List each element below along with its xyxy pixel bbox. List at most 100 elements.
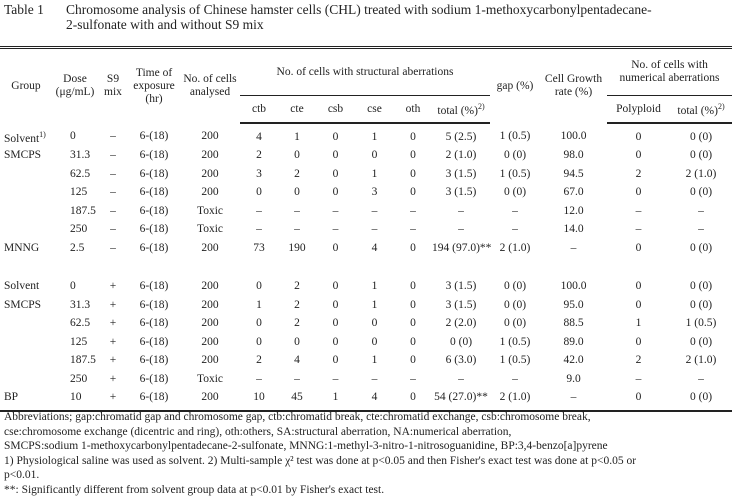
- cell-total: –: [432, 202, 490, 221]
- cell-csb-value: 1: [333, 391, 339, 403]
- cell-dose-value: 2.5: [70, 242, 84, 254]
- cell-oth: 0: [394, 239, 432, 258]
- cell-time: 6-(18): [128, 278, 180, 297]
- cell-ctb-value: 0: [256, 336, 262, 348]
- cell-cells-value: 200: [201, 391, 218, 403]
- cell-group: [0, 221, 52, 240]
- header-polyploid: Polyploid: [607, 96, 670, 124]
- cell-cte-value: –: [294, 373, 300, 385]
- cell-group: [0, 202, 52, 221]
- cell-growth: 98.0: [540, 147, 607, 166]
- cell-csb-value: 0: [333, 131, 339, 143]
- header-structural: No. of cells with structural aberrations: [240, 48, 490, 96]
- footnote-ref: 2): [478, 102, 485, 111]
- cell-ntotal: 0 (0): [670, 239, 732, 258]
- cell-poly-value: 2: [636, 168, 642, 180]
- cell-poly: 1: [607, 315, 670, 334]
- cell-cse-value: 1: [372, 131, 378, 143]
- cell-s9: –: [98, 184, 128, 203]
- cell-dose: 31.3: [52, 147, 98, 166]
- cell-total-value: 0 (0): [450, 336, 472, 348]
- cell-gap: –: [490, 370, 540, 389]
- header-ntotal: total (%)2): [670, 96, 732, 124]
- cell-gap: –: [490, 221, 540, 240]
- cell-cells-value: 200: [201, 130, 218, 142]
- cell-cte: 1: [278, 123, 316, 147]
- footnote-line: p<0.01.: [4, 468, 730, 483]
- cell-dose: 250: [52, 370, 98, 389]
- cell-total-value: 54 (27.0)**: [434, 391, 488, 403]
- cell-cte-value: –: [294, 205, 300, 217]
- table-row: 250+6-(18)Toxic–––––––9.0––: [0, 370, 732, 389]
- cell-cse-value: 1: [372, 354, 378, 366]
- cell-cse: 1: [355, 165, 394, 184]
- cell-cte-value: 0: [294, 186, 300, 198]
- header-total: total (%)2): [432, 96, 490, 124]
- cell-ntotal: 0 (0): [670, 147, 732, 166]
- cell-ctb-value: 0: [256, 280, 262, 292]
- cell-dose-value: 31.3: [70, 149, 90, 161]
- cell-ntotal-value: –: [698, 223, 704, 235]
- header-gap: gap (%): [490, 48, 540, 124]
- cell-dose: 0: [52, 123, 98, 147]
- cell-dose-value: 187.5: [70, 354, 96, 366]
- cell-time-value: 6-(18): [140, 373, 169, 385]
- cell-dose-value: 31.3: [70, 299, 90, 311]
- cell-group: BP: [0, 389, 52, 412]
- cell-poly-value: –: [636, 223, 642, 235]
- cell-growth-value: 95.0: [563, 299, 583, 311]
- cell-gap-value: 2 (1.0): [500, 391, 531, 403]
- table-row: 250–6-(18)Toxic–––––––14.0––: [0, 221, 732, 240]
- cell-gap-value: 2 (1.0): [500, 242, 531, 254]
- cell-oth: 0: [394, 296, 432, 315]
- cell-cse: 4: [355, 239, 394, 258]
- cell-cells-value: 200: [201, 354, 218, 366]
- cell-dose: 125: [52, 333, 98, 352]
- cell-growth: 89.0: [540, 333, 607, 352]
- cell-gap: 1 (0.5): [490, 333, 540, 352]
- cell-oth-value: 0: [410, 391, 416, 403]
- cell-poly-value: 0: [636, 149, 642, 161]
- cell-time: 6-(18): [128, 147, 180, 166]
- cell-cte: 2: [278, 315, 316, 334]
- cell-cse: 4: [355, 389, 394, 412]
- cell-ntotal-value: 0 (0): [690, 242, 712, 254]
- cell-gap: 1 (0.5): [490, 165, 540, 184]
- cell-group-value: Solvent: [4, 280, 39, 292]
- cell-cte-value: 4: [294, 354, 300, 366]
- cell-growth: 67.0: [540, 184, 607, 203]
- cell-cells: Toxic: [180, 370, 240, 389]
- cell-cells: 200: [180, 296, 240, 315]
- cell-total: 3 (1.5): [432, 165, 490, 184]
- cell-cse-value: 0: [372, 149, 378, 161]
- cell-csb: 1: [316, 389, 355, 412]
- cell-time: 6-(18): [128, 370, 180, 389]
- cell-time-value: 6-(18): [140, 391, 169, 403]
- cell-cte-value: 1: [294, 131, 300, 143]
- cell-csb: 0: [316, 296, 355, 315]
- cell-cte-value: 2: [294, 299, 300, 311]
- cell-cells: 200: [180, 147, 240, 166]
- cell-ntotal-value: 2 (1.0): [686, 168, 717, 180]
- cell-oth-value: 0: [410, 242, 416, 254]
- cell-growth: 42.0: [540, 352, 607, 371]
- cell-ctb: –: [240, 202, 278, 221]
- cell-time: 6-(18): [128, 184, 180, 203]
- cell-oth: 0: [394, 165, 432, 184]
- cell-group: [0, 184, 52, 203]
- cell-total: 2 (2.0): [432, 315, 490, 334]
- cell-cse: 3: [355, 184, 394, 203]
- cell-growth: 9.0: [540, 370, 607, 389]
- cell-cse: 0: [355, 315, 394, 334]
- cell-group: SMCPS: [0, 147, 52, 166]
- cell-ctb: 1: [240, 296, 278, 315]
- cell-ntotal-value: 0 (0): [690, 391, 712, 403]
- cell-total-value: –: [458, 373, 464, 385]
- cell-ctb-value: 4: [256, 131, 262, 143]
- cell-time: 6-(18): [128, 296, 180, 315]
- cell-cte-value: 45: [291, 391, 303, 403]
- header-total-label: total (%): [437, 105, 478, 117]
- cell-oth-value: 0: [410, 131, 416, 143]
